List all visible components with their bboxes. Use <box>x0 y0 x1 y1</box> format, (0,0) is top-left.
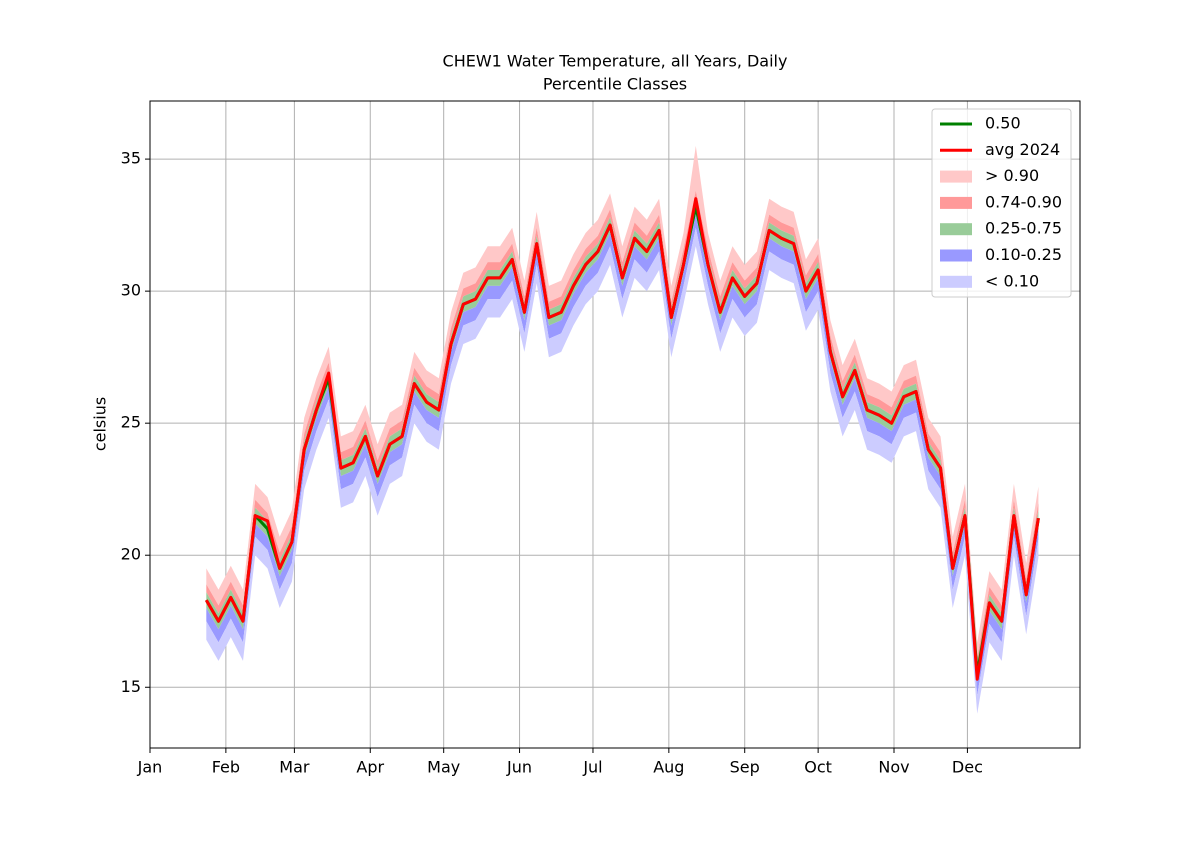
legend-swatch <box>940 275 972 288</box>
x-tick-label: Jun <box>506 758 532 777</box>
legend-label: 0.74-0.90 <box>985 192 1062 211</box>
series-line <box>205 197 1040 681</box>
legend-label: > 0.90 <box>985 166 1039 185</box>
y-tick-label: 35 <box>121 149 141 168</box>
x-tick-label: May <box>427 758 460 777</box>
x-tick-label: Jan <box>137 758 163 777</box>
y-tick-label: 30 <box>121 281 141 300</box>
percentile-band <box>206 227 1039 714</box>
x-tick-label: Sep <box>730 758 760 777</box>
x-tick-label: Aug <box>653 758 684 777</box>
legend-label: < 0.10 <box>985 271 1039 290</box>
legend-label: 0.50 <box>985 114 1021 133</box>
chart-title: CHEW1 Water Temperature, all Years, Dail… <box>443 52 788 71</box>
legend-label: 0.25-0.75 <box>985 219 1062 238</box>
legend-swatch <box>940 249 972 262</box>
percentile-band <box>206 198 1039 682</box>
x-tick-label: Feb <box>212 758 240 777</box>
y-tick-label: 15 <box>121 677 141 696</box>
chart-subtitle: Percentile Classes <box>543 75 687 94</box>
y-axis-label: celsius <box>91 397 110 451</box>
x-tick-label: Mar <box>279 758 310 777</box>
percentile-band <box>206 145 1039 659</box>
x-tick-label: Jul <box>582 758 602 777</box>
legend-swatch <box>940 223 972 236</box>
percentile-band <box>206 214 1039 696</box>
legend-label: 0.10-0.25 <box>985 245 1062 264</box>
legend-swatch <box>940 196 972 209</box>
x-tick-label: Dec <box>952 758 983 777</box>
x-tick-label: Nov <box>878 758 909 777</box>
y-tick-label: 25 <box>121 413 141 432</box>
legend-label: avg 2024 <box>985 140 1060 159</box>
y-tick-label: 20 <box>121 545 141 564</box>
legend-swatch <box>940 170 972 183</box>
x-tick-label: Apr <box>356 758 384 777</box>
x-tick-label: Oct <box>804 758 832 777</box>
plot-frame <box>149 100 1081 749</box>
